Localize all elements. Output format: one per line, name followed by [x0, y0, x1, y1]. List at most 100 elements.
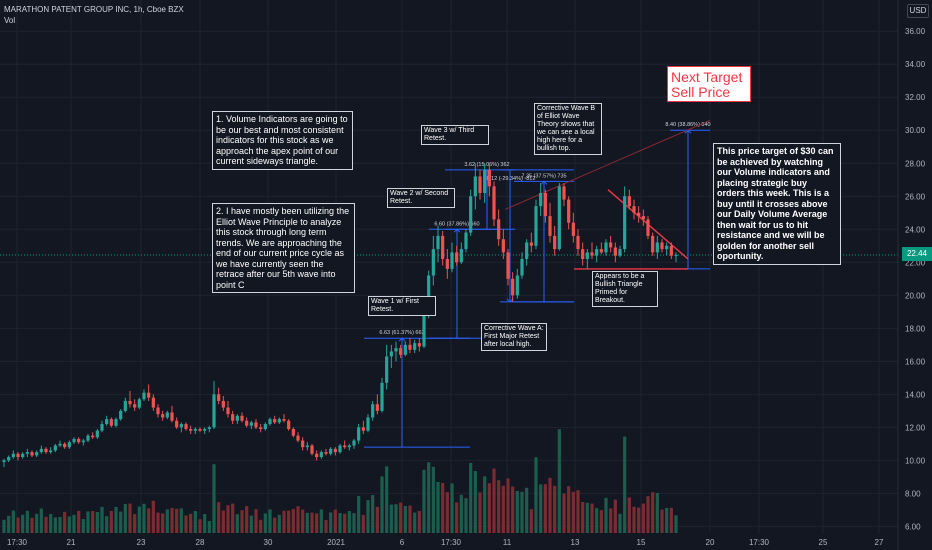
volume-bar: [534, 457, 538, 533]
currency-button[interactable]: USD: [907, 4, 929, 18]
candle-body: [147, 392, 151, 398]
candle-body: [53, 445, 57, 451]
candle-body: [81, 440, 85, 443]
volume-bar: [123, 504, 127, 533]
volume-bar: [655, 493, 659, 533]
candle-body: [333, 448, 337, 453]
candle-body: [165, 412, 169, 418]
volume-bar: [394, 504, 398, 533]
volume-bar: [287, 510, 291, 533]
candle-body: [301, 440, 305, 448]
candle-body: [511, 278, 515, 296]
volume-bar: [179, 508, 183, 533]
next-target-box[interactable]: Next Target Sell Price: [667, 66, 751, 102]
note-volume-indicators[interactable]: 1. Volume Indicators are going to be our…: [212, 111, 353, 170]
volume-bar: [77, 510, 81, 533]
volume-bar: [403, 506, 407, 533]
volume-bar: [553, 485, 557, 533]
candle-body: [58, 443, 62, 446]
candle-body: [259, 427, 263, 430]
volume-bar: [492, 468, 496, 533]
volume-bar: [49, 514, 53, 533]
volume-bar: [487, 483, 491, 533]
volume-bar: [315, 513, 319, 533]
volume-bar: [128, 503, 132, 533]
candle-body: [347, 445, 351, 448]
volume-bar: [562, 493, 566, 533]
candle-body: [329, 448, 333, 454]
candle-body: [576, 235, 580, 250]
volume-bar: [21, 514, 25, 533]
candle-body: [21, 453, 25, 458]
y-tick-label: 28.00: [905, 159, 926, 168]
candle-body: [39, 448, 43, 453]
candle-body: [571, 222, 575, 236]
candle-body: [324, 452, 328, 454]
y-tick-label: 14.00: [905, 390, 926, 399]
candle-body: [371, 404, 375, 418]
measure-tools: 6.63 (61.37%) 663 6.60 (37.86%) 660 3.62 (…: [364, 122, 711, 448]
candle-body: [581, 249, 585, 259]
note-wave-2[interactable]: Wave 2 w/ Second Retest.: [387, 188, 455, 208]
note-price-target[interactable]: This price target of $30 can be achieved…: [713, 143, 841, 265]
volume-bar: [497, 480, 501, 533]
volume-bar: [473, 471, 477, 533]
volume-bar: [464, 498, 468, 533]
volume-bar: [595, 508, 599, 533]
volume-bar: [520, 491, 524, 533]
candle-body: [30, 452, 34, 456]
candle-body: [287, 420, 291, 430]
volume-bar: [529, 509, 533, 533]
volume-bar: [618, 513, 622, 533]
y-tick-label: 24.00: [905, 225, 926, 234]
candle-body: [441, 235, 445, 259]
candle-body: [375, 404, 379, 411]
note-elliot-wave[interactable]: 2. I have mostly been utilizing the Elli…: [212, 203, 355, 293]
note-bullish-triangle[interactable]: Appears to be a Bullish Triangle Primed …: [592, 271, 658, 307]
candle-body: [641, 216, 645, 220]
volume-bar: [604, 497, 608, 533]
volume-bar: [399, 502, 403, 533]
candle-body: [207, 427, 211, 430]
x-tick-label: 23: [137, 538, 146, 547]
candle-body: [478, 176, 482, 193]
candle-body: [473, 176, 477, 197]
volume-bar: [119, 511, 123, 533]
volume-bar: [58, 517, 62, 533]
candle-body: [249, 422, 253, 426]
volume-bar: [459, 494, 463, 533]
note-corrective-b[interactable]: Corrective Wave B of Elliot Wave Theory …: [534, 103, 602, 155]
volume-bar: [436, 482, 440, 533]
candle-body: [413, 343, 417, 350]
candle-body: [273, 419, 277, 423]
candle-body: [282, 419, 286, 421]
y-tick-label: 32.00: [905, 93, 926, 102]
volume-bar: [599, 510, 603, 533]
volume-bar: [203, 514, 207, 533]
candle-body: [11, 453, 15, 458]
volume-bar: [100, 506, 104, 533]
candle-body: [226, 407, 230, 415]
volume-bar: [142, 503, 146, 533]
note-corrective-a[interactable]: Corrective Wave A: First Major Retest af…: [481, 323, 547, 351]
candle-body: [240, 415, 244, 421]
candle-body: [543, 192, 547, 217]
volume-bar: [217, 502, 221, 533]
volume-bar: [413, 512, 417, 533]
candle-body: [618, 249, 622, 256]
volume-bar: [511, 486, 515, 533]
volume-bar: [137, 506, 141, 533]
y-tick-label: 26.00: [905, 192, 926, 201]
volume-bar: [147, 508, 151, 533]
note-wave-3[interactable]: Wave 3 w/ Third Retest.: [421, 125, 489, 145]
candle-body: [100, 424, 104, 431]
candle-body: [422, 315, 426, 347]
candle-body: [16, 453, 20, 458]
symbol-title[interactable]: MARATHON PATENT GROUP INC, 1h, Cboe BZX: [4, 5, 184, 14]
candle-body: [119, 410, 123, 420]
candlestick-series: [2, 163, 678, 467]
candle-body: [128, 400, 132, 405]
volume-label[interactable]: Vol: [4, 16, 16, 25]
note-wave-1[interactable]: Wave 1 w/ First Retest.: [368, 296, 436, 316]
